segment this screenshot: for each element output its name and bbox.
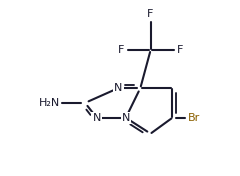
Text: F: F [147, 9, 154, 19]
Text: N: N [114, 83, 123, 93]
Text: N: N [93, 113, 101, 123]
Text: F: F [118, 45, 124, 55]
Text: N: N [122, 113, 130, 123]
Text: H₂N: H₂N [39, 98, 60, 108]
Text: Br: Br [187, 113, 200, 123]
Text: F: F [177, 45, 183, 55]
